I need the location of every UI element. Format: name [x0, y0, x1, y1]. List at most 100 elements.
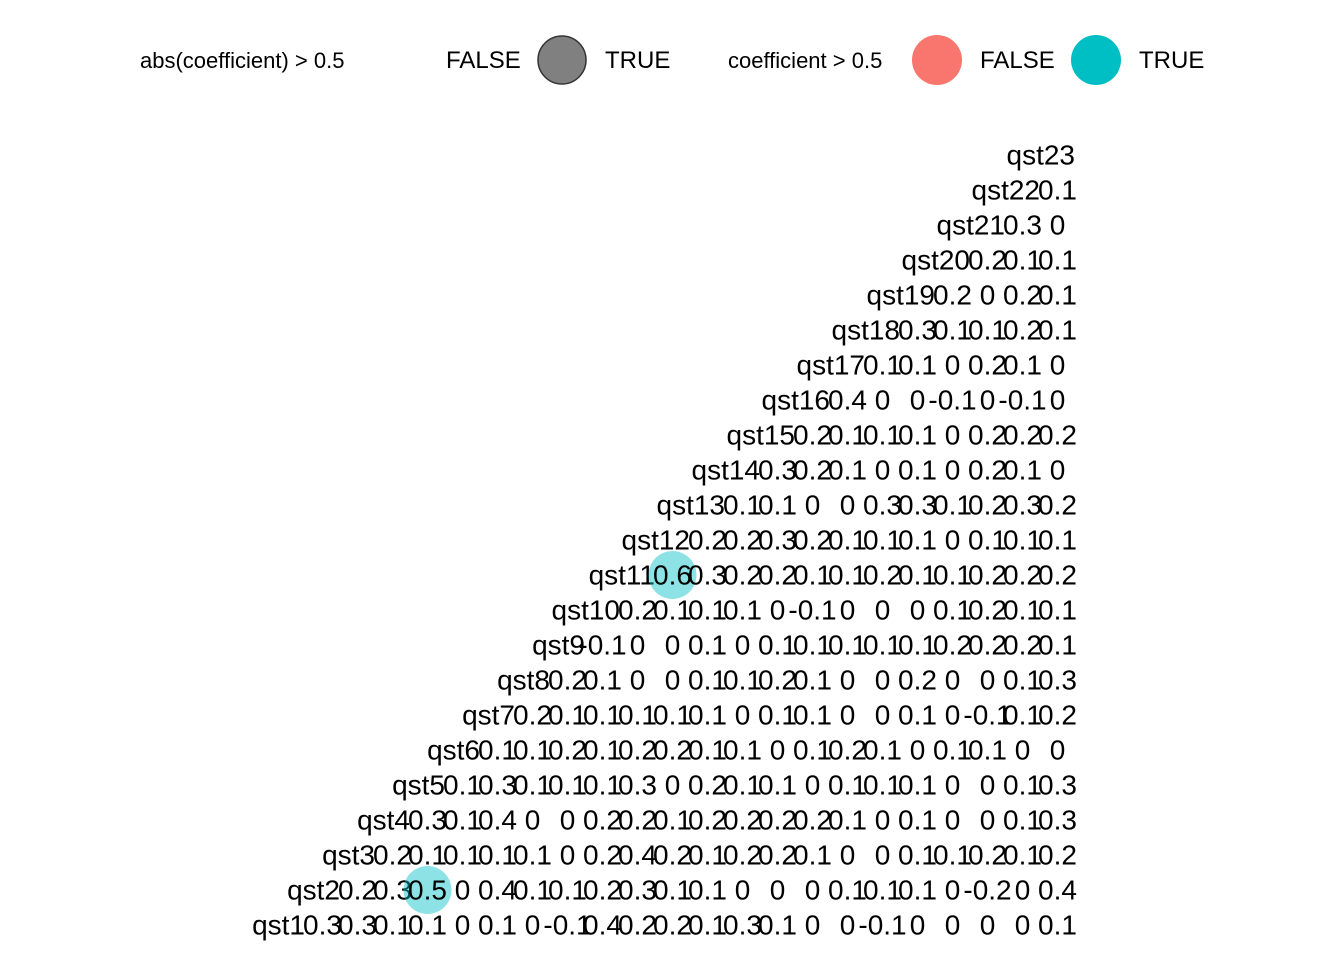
cell-value: 0	[910, 735, 926, 766]
cell-value: 0.2	[373, 840, 412, 871]
cell-value: 0.1	[898, 560, 937, 591]
cell-value: 0.3	[758, 455, 797, 486]
legend-coef-false-key	[912, 35, 962, 85]
cell-value: -0.1	[928, 385, 976, 416]
cell-value: 0.4	[478, 805, 517, 836]
cell-value: 0.2	[618, 735, 657, 766]
cell-value: 0.1	[723, 735, 762, 766]
cell-value: 0.1	[1003, 770, 1042, 801]
cell-value: 0.1	[373, 910, 412, 941]
cell-value: 0.1	[793, 560, 832, 591]
cell-value: 0	[735, 630, 751, 661]
cell-value: 0.1	[898, 525, 937, 556]
legend-coef-true-label: TRUE	[1139, 47, 1204, 74]
cell-value: 0	[945, 455, 961, 486]
cell-value: 0.2	[968, 420, 1007, 451]
cell-value: 0.2	[1003, 420, 1042, 451]
cell-value: 0.1	[723, 595, 762, 626]
cell-value: -0.1	[998, 385, 1046, 416]
cell-value: 0.1	[863, 735, 902, 766]
cell-value: 0.1	[828, 770, 867, 801]
cell-value: 0	[840, 490, 856, 521]
cell-value: 0.1	[478, 910, 517, 941]
cell-value: 0.1	[478, 840, 517, 871]
cell-value: 0.1	[758, 770, 797, 801]
cell-value: 0	[980, 805, 996, 836]
cell-value: 0.1	[793, 665, 832, 696]
cell-value: 0.4	[478, 875, 517, 906]
cell-value: 0.1	[933, 735, 972, 766]
cell-value: 0.1	[933, 490, 972, 521]
cell-value: 0	[525, 805, 541, 836]
cell-value: 0.2	[1038, 420, 1077, 451]
cell-value: 0	[875, 840, 891, 871]
row-label-qst15: qst15	[727, 420, 796, 451]
cell-value: 0.2	[688, 805, 727, 836]
cell-value: 0	[980, 770, 996, 801]
cell-value: 0.1	[828, 805, 867, 836]
cell-value: 0.3	[1038, 805, 1077, 836]
cell-value: 0.1	[1038, 630, 1077, 661]
cell-value: 0	[910, 385, 926, 416]
cell-value: 0	[910, 910, 926, 941]
cell-value: 0	[945, 770, 961, 801]
cell-value: 0	[875, 665, 891, 696]
cell-value: 0	[945, 875, 961, 906]
cell-value: 0.1	[898, 875, 937, 906]
cell-value: 0.1	[548, 770, 587, 801]
cell-value: 0.3	[898, 315, 937, 346]
cell-value: 0	[1015, 735, 1031, 766]
cell-value: 0.3	[478, 770, 517, 801]
cell-value: 0.1	[828, 525, 867, 556]
cell-value: 0	[1015, 875, 1031, 906]
cell-value: 0.2	[1003, 560, 1042, 591]
cell-value: 0.1	[1003, 455, 1042, 486]
cell-value: 0	[945, 420, 961, 451]
legend-coef-false-label: FALSE	[980, 47, 1055, 74]
row-label-qst23: qst23	[1007, 140, 1076, 171]
cell-value: 0	[875, 385, 891, 416]
cell-value: 0	[910, 595, 926, 626]
cell-value: 0	[875, 805, 891, 836]
cell-value: 0.1	[548, 875, 587, 906]
cell-value: 0.2	[1038, 700, 1077, 731]
cell-value: 0.2	[1003, 630, 1042, 661]
cell-value: 0	[455, 875, 471, 906]
cell-value: 0.1	[933, 315, 972, 346]
cell-value: 0.2	[653, 735, 692, 766]
row-label-qst4: qst4	[357, 805, 410, 836]
cell-value: 0	[875, 700, 891, 731]
cell-value: 0.1	[688, 840, 727, 871]
cell-value: 0.1	[548, 700, 587, 731]
cell-value: 0.1	[933, 560, 972, 591]
row-label-qst19: qst19	[867, 280, 936, 311]
cell-value: 0.2	[758, 840, 797, 871]
cell-value: 0.1	[723, 665, 762, 696]
legend-title-coef: coefficient > 0.5	[728, 48, 882, 73]
cell-value: 0	[525, 910, 541, 941]
cell-value: 0.2	[968, 560, 1007, 591]
cell-value: 0.3	[1038, 665, 1077, 696]
row-label-qst5: qst5	[392, 770, 445, 801]
cell-value: 0.2	[723, 560, 762, 591]
cell-value: 0.3	[618, 875, 657, 906]
cell-value: 0.2	[968, 840, 1007, 871]
cell-value: 0.1	[653, 875, 692, 906]
cell-value: 0	[945, 665, 961, 696]
cell-value: 0.2	[618, 910, 657, 941]
cell-value: 0.3	[898, 490, 937, 521]
cell-value: 0.2	[968, 490, 1007, 521]
cell-value: 0.2	[933, 630, 972, 661]
cell-value: 0	[945, 910, 961, 941]
cell-value: 0.1	[898, 630, 937, 661]
cell-value: 0.5	[408, 875, 447, 906]
cell-value: 0	[805, 770, 821, 801]
cell-value: 0	[560, 840, 576, 871]
cell-value: 0	[735, 875, 751, 906]
cell-value: 0.1	[1038, 280, 1077, 311]
cell-value: 0.1	[513, 770, 552, 801]
legend-title-abs: abs(coefficient) > 0.5	[140, 48, 344, 73]
cell-value: 0.1	[688, 700, 727, 731]
cell-value: 0.1	[1038, 245, 1077, 276]
